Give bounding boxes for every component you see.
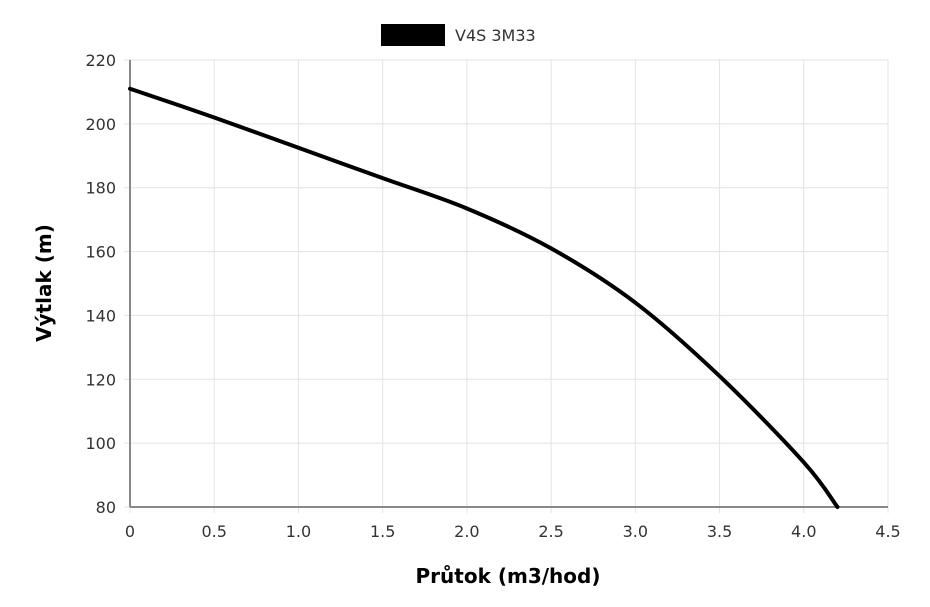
x-tick-label: 2.5	[538, 522, 563, 541]
y-tick-label: 100	[85, 434, 116, 453]
y-tick-label: 140	[85, 306, 116, 325]
series-line	[128, 86, 840, 509]
x-tick-label: 4.0	[791, 522, 816, 541]
legend-swatch	[381, 24, 445, 46]
axes	[129, 60, 888, 508]
x-tick-label: 0	[125, 522, 135, 541]
x-tick-label: 3.0	[623, 522, 648, 541]
x-tick-label: 1.5	[370, 522, 395, 541]
y-tick-label: 160	[85, 243, 116, 262]
tick-labels: 0 0.5 1.0 1.5 2.0 2.5 3.0 3.5 4.0 4.5 80 100 120 140 1…	[85, 51, 900, 541]
legend-label: V4S 3M33	[455, 26, 536, 45]
x-tick-label: 0.5	[201, 522, 226, 541]
legend[interactable]: V4S 3M33	[381, 24, 536, 46]
y-tick-label: 120	[85, 370, 116, 389]
x-tick-label: 1.0	[286, 522, 311, 541]
x-axis-title: Průtok (m3/hod)	[416, 564, 601, 588]
y-axis-title: Výtlak (m)	[32, 224, 56, 342]
y-tick-label: 180	[85, 179, 116, 198]
x-tick-label: 3.5	[707, 522, 732, 541]
y-tick-label: 220	[85, 51, 116, 70]
x-tick-label: 2.0	[454, 522, 479, 541]
y-tick-label: 200	[85, 115, 116, 134]
series-lines	[128, 86, 840, 509]
y-tick-label: 80	[96, 498, 116, 517]
x-tick-label: 4.5	[875, 522, 900, 541]
